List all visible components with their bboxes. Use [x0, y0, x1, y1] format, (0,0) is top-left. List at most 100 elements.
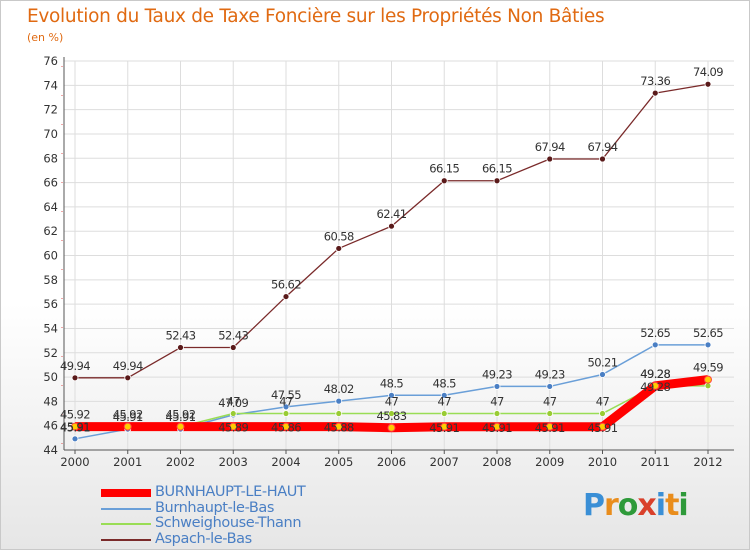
data-label: 47	[596, 395, 610, 409]
data-point	[71, 422, 79, 431]
data-label: 66.15	[482, 162, 512, 176]
data-point	[704, 375, 712, 384]
y-tick-label: 70	[43, 127, 58, 141]
y-tick-label: 44	[43, 443, 58, 457]
data-label: 50.21	[588, 356, 618, 370]
y-tick-label: 54	[43, 321, 58, 335]
legend-swatch	[101, 489, 151, 497]
data-label: 45.91	[588, 421, 618, 435]
data-point	[598, 422, 607, 431]
data-label: 45.88	[324, 421, 354, 435]
data-label: 48.5	[433, 376, 456, 390]
data-label: 47	[490, 395, 504, 409]
x-tick-label: 2003	[219, 455, 248, 469]
data-label: 45.89	[218, 421, 248, 435]
data-label: 62.41	[377, 207, 407, 221]
data-label: 47	[279, 395, 293, 409]
logo-letter: i	[678, 488, 688, 523]
data-label: 49.94	[113, 359, 143, 373]
data-point	[493, 383, 501, 390]
data-label: 48.02	[324, 382, 354, 396]
data-label: 56.62	[271, 278, 301, 292]
data-point	[546, 410, 554, 417]
y-tick-label: 46	[43, 419, 58, 433]
data-label: 49.59	[693, 361, 723, 375]
x-tick-label: 2004	[271, 455, 300, 469]
data-point	[599, 371, 606, 378]
data-label: 67.94	[588, 140, 618, 154]
data-point	[599, 410, 606, 417]
y-tick-label: 62	[43, 224, 58, 238]
data-point	[229, 422, 238, 431]
data-label: 47.55	[271, 388, 301, 402]
data-point	[71, 374, 79, 382]
data-point	[493, 422, 501, 431]
data-point	[229, 410, 237, 417]
data-point	[335, 410, 343, 417]
logo-letter: r	[604, 488, 619, 523]
data-label: 45.91	[166, 410, 196, 424]
logo-letter: t	[665, 488, 679, 523]
legend-label: Aspach-le-Bas	[155, 530, 252, 547]
data-point	[282, 403, 290, 411]
data-point	[704, 80, 712, 88]
data-point	[599, 155, 606, 163]
x-tick-label: 2008	[482, 455, 511, 469]
data-label: 49.94	[60, 359, 90, 373]
data-point	[546, 383, 554, 390]
data-point	[651, 381, 660, 390]
data-point	[704, 341, 712, 349]
data-label: 67.94	[535, 140, 565, 154]
data-label: 45.83	[377, 409, 407, 423]
data-point	[440, 177, 448, 185]
legend-swatch	[101, 523, 151, 525]
data-point	[651, 341, 659, 349]
data-point	[704, 382, 712, 390]
data-point	[388, 410, 395, 417]
y-tick-label: 50	[43, 370, 58, 384]
data-label: 47	[385, 395, 399, 409]
legend-label: BURNHAUPT-LE-HAUT	[155, 484, 306, 500]
data-point	[546, 155, 554, 163]
data-label: 47	[438, 395, 452, 409]
data-point	[282, 293, 290, 300]
data-label: 49.28	[640, 367, 670, 381]
legend-label: Schweighouse-Thann	[155, 515, 302, 531]
data-label: 45.92	[166, 408, 196, 422]
data-point	[282, 410, 290, 417]
data-label: 49.28	[640, 380, 670, 394]
data-label: 45.91	[429, 421, 459, 435]
y-tick-label: 64	[43, 200, 58, 214]
logo-letter: i	[655, 488, 666, 523]
data-label: 52.43	[166, 329, 196, 343]
data-label: 52.43	[218, 329, 248, 343]
legend-label: Burnhaupt-le-Bas	[155, 499, 275, 516]
data-label: 45.92	[113, 408, 143, 422]
data-label: 60.58	[324, 229, 354, 243]
data-label: 52.65	[693, 326, 723, 340]
x-tick-label: 2012	[693, 455, 722, 469]
y-tick-label: 56	[43, 297, 58, 311]
data-label: 45.91	[535, 421, 565, 435]
unit-label: (en %)	[27, 31, 64, 44]
data-label: 49.28	[640, 367, 670, 381]
x-tick-label: 2010	[588, 455, 617, 469]
x-tick-label: 2007	[430, 455, 459, 469]
y-tick-label: 66	[43, 176, 58, 190]
data-point	[387, 423, 396, 432]
data-label: 45.91	[60, 420, 90, 434]
y-tick-label: 52	[43, 346, 58, 360]
data-point	[124, 374, 132, 382]
data-point	[493, 410, 501, 417]
y-tick-label: 76	[43, 54, 58, 68]
logo-letter: o	[617, 488, 639, 523]
legend-swatch	[101, 538, 151, 541]
data-label: 49.23	[482, 367, 512, 381]
data-label: 74.09	[693, 65, 723, 79]
x-tick-label: 2011	[641, 455, 670, 469]
x-tick-label: 2002	[166, 455, 195, 469]
x-tick-label: 2006	[377, 455, 406, 469]
